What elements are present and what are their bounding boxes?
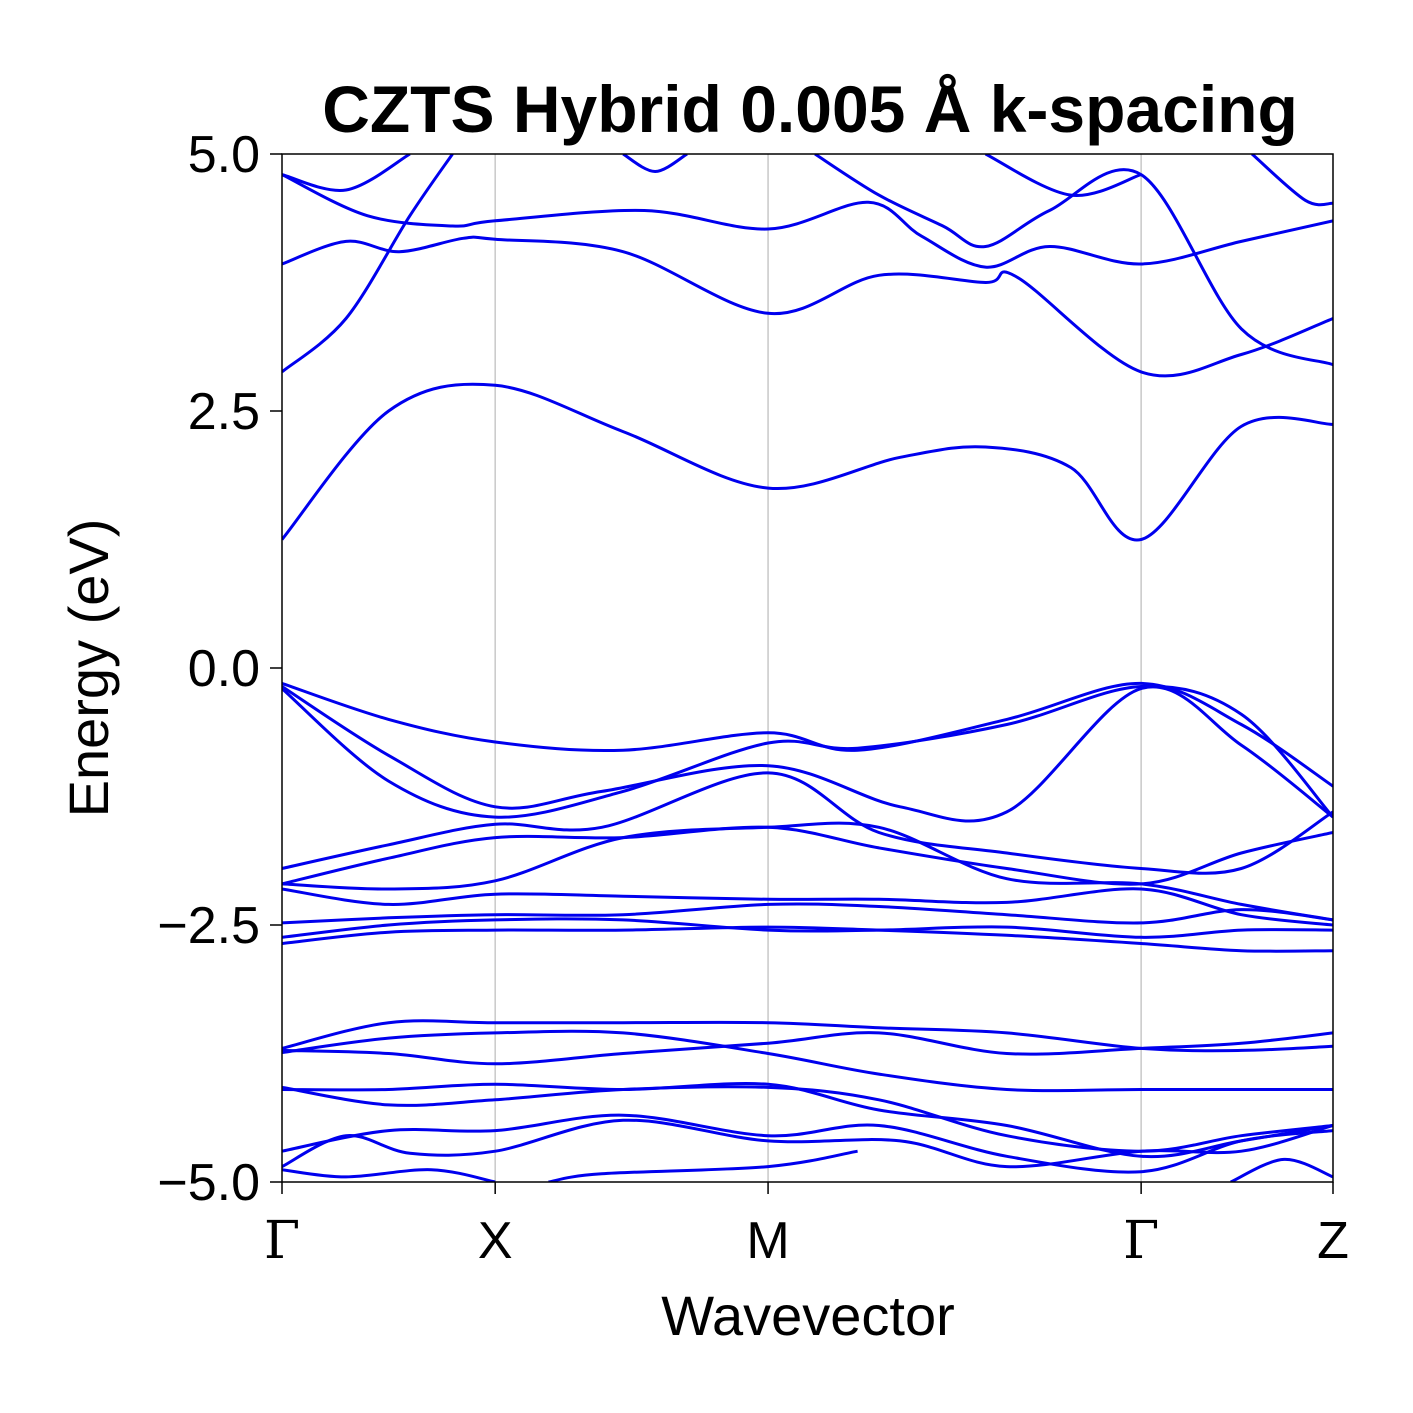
band-line-17 — [282, 902, 1333, 925]
band-line-13 — [282, 771, 1333, 875]
band-line-25 — [282, 1113, 1333, 1174]
x-axis-label: Wavevector — [661, 1284, 955, 1347]
band-line-8 — [984, 154, 1142, 197]
band-line-23 — [282, 1085, 1333, 1153]
band-line-24 — [282, 1082, 1333, 1159]
plot-frame — [281, 153, 1334, 1183]
band-line-11 — [282, 685, 1333, 823]
band-line-19 — [282, 925, 1333, 953]
band-line-1 — [282, 382, 1333, 542]
band-line-4 — [282, 173, 1333, 269]
x-tick-label: M — [746, 1212, 789, 1270]
x-tick-label: X — [478, 1212, 513, 1270]
x-tick-label: Z — [1317, 1212, 1349, 1270]
chart-title: CZTS Hybrid 0.005 Å k-spacing — [322, 72, 1298, 146]
grid-lines — [494, 154, 1142, 1182]
band-line-29 — [1230, 1157, 1333, 1182]
band-line-3 — [282, 235, 1333, 378]
band-line-15 — [282, 821, 1333, 922]
band-line-16 — [282, 887, 1333, 927]
band-lines — [282, 154, 1333, 1182]
band-line-2 — [282, 154, 454, 374]
band-line-6 — [622, 154, 688, 173]
x-tick-label: Γ — [1123, 1211, 1159, 1271]
y-tick-label: 2.5 — [188, 383, 260, 441]
y-axis: 5.0 2.5 0.0 −2.5 −5.0 — [157, 126, 282, 1212]
y-tick-label: −5.0 — [157, 1154, 260, 1212]
band-line-18 — [282, 917, 1333, 939]
band-line-7 — [814, 154, 1333, 367]
band-line-20 — [282, 1019, 1333, 1053]
x-tick-label: Γ — [264, 1211, 300, 1271]
band-line-22 — [282, 1029, 1333, 1093]
band-line-26 — [282, 1118, 1333, 1169]
band-line-9 — [1251, 154, 1333, 207]
band-line-12 — [282, 684, 1333, 819]
y-tick-label: 5.0 — [188, 126, 260, 184]
band-line-21 — [282, 1031, 1333, 1066]
y-tick-label: −2.5 — [157, 897, 260, 955]
band-line-5 — [282, 154, 411, 192]
band-line-14 — [282, 825, 1333, 886]
y-axis-label: Energy (eV) — [57, 519, 120, 818]
y-tick-label: 0.0 — [188, 640, 260, 698]
band-line-28 — [548, 1149, 858, 1182]
band-line-10 — [282, 681, 1333, 788]
band-line-27 — [282, 1168, 496, 1182]
